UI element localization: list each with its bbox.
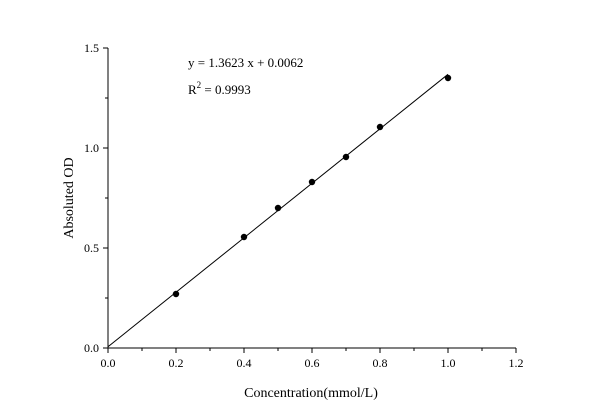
data-points	[172, 74, 452, 298]
x-tick-label: 1.0	[441, 356, 456, 370]
y-tick-label: 1.5	[84, 41, 99, 55]
data-point	[444, 74, 452, 82]
x-tick-label: 0.2	[169, 356, 184, 370]
data-point	[308, 178, 316, 186]
x-tick-label: 0.6	[305, 356, 320, 370]
x-axis-label: Concentration(mmol/L)	[244, 386, 378, 401]
y-tick-label: 0.5	[84, 241, 99, 255]
fit-equation: y = 1.3623 x + 0.0062	[188, 55, 303, 70]
data-point	[172, 290, 180, 298]
y-axis-label: Absoluted OD	[62, 157, 77, 238]
y-tick-label: 0.0	[84, 341, 99, 355]
r-squared-value: = 0.9993	[201, 82, 251, 97]
ticks: 0.0 0.2 0.4 0.6 0.8 1.0 1.2 0.0 0.5 1.0 1.5	[84, 41, 524, 370]
x-tick-label: 0.4	[237, 356, 252, 370]
axes	[107, 48, 516, 349]
r-squared-prefix: R	[188, 82, 197, 97]
r-squared-exponent: 2	[197, 80, 202, 90]
data-point	[342, 153, 350, 161]
x-tick-label: 1.2	[509, 356, 524, 370]
data-point	[240, 233, 248, 241]
x-tick-label: 0.0	[101, 356, 116, 370]
x-tick-label: 0.8	[373, 356, 388, 370]
y-tick-label: 1.0	[84, 141, 99, 155]
data-point	[274, 204, 282, 212]
r-squared: R2 = 0.9993	[188, 80, 251, 97]
data-point	[376, 123, 384, 131]
